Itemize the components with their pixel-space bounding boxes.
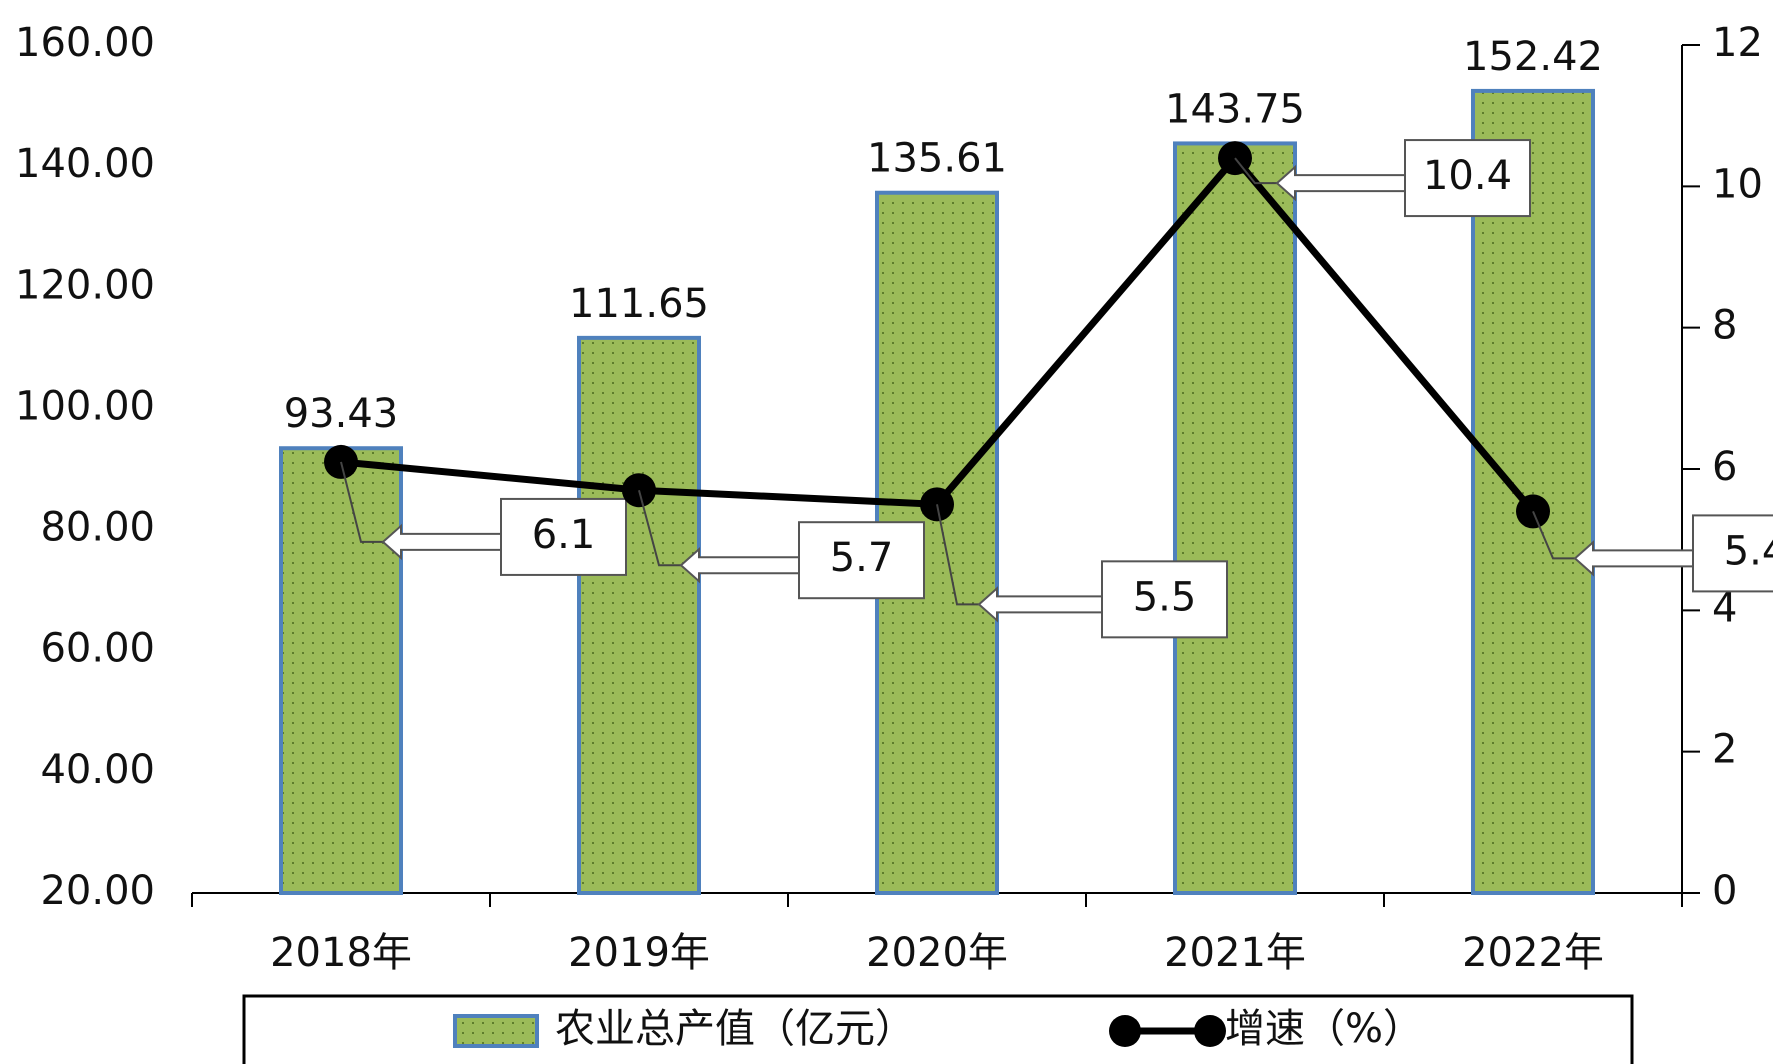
bar-value-label: 135.61 xyxy=(867,136,1007,182)
bar-value-label: 111.65 xyxy=(569,281,709,327)
legend-marker xyxy=(1194,1015,1226,1047)
y-tick-label: 60.00 xyxy=(40,626,155,672)
y2-tick-label: 6 xyxy=(1712,444,1737,490)
callout-arrow xyxy=(1573,540,1694,577)
callout-arrow xyxy=(977,586,1103,623)
line-value-label: 6.1 xyxy=(532,512,596,558)
y2-tick-label: 10 xyxy=(1712,161,1763,207)
callout-box xyxy=(1404,139,1531,218)
bar xyxy=(1173,141,1297,895)
callout-leader xyxy=(1234,157,1285,185)
callout-leader xyxy=(638,489,689,567)
bar xyxy=(279,446,403,895)
line-value-label: 10.4 xyxy=(1423,153,1512,199)
callout-leader xyxy=(340,461,391,543)
callout-box xyxy=(1692,514,1773,593)
callout-box xyxy=(798,521,925,600)
y-tick-label: 140.00 xyxy=(15,141,155,187)
callout-arrow xyxy=(381,523,502,561)
bar xyxy=(577,335,701,895)
bar xyxy=(875,190,999,896)
y-tick-label: 120.00 xyxy=(15,262,155,308)
line-value-label: 5.7 xyxy=(830,535,894,581)
y2-tick-label: 0 xyxy=(1712,868,1737,914)
line-value-label: 5.4 xyxy=(1724,528,1773,574)
x-tick-label: 2018年 xyxy=(270,930,412,976)
bar-value-label: 143.75 xyxy=(1165,86,1305,132)
y2-tick-label: 2 xyxy=(1712,727,1737,773)
y-tick-label: 40.00 xyxy=(40,747,155,793)
y-tick-label: 80.00 xyxy=(40,505,155,551)
legend-box xyxy=(242,994,1634,1064)
bar-value-label: 93.43 xyxy=(284,391,399,437)
line-value-label: 5.5 xyxy=(1133,574,1197,620)
legend-label: 增速（%） xyxy=(1225,1006,1423,1052)
callout-leader xyxy=(1532,511,1583,560)
x-tick-label: 2021年 xyxy=(1164,930,1306,976)
bar-value-label: 152.42 xyxy=(1463,34,1603,80)
y2-tick-label: 8 xyxy=(1712,303,1737,349)
legend-marker xyxy=(1109,1015,1141,1047)
y-tick-label: 20.00 xyxy=(40,868,155,914)
y2-tick-label: 12 xyxy=(1712,20,1763,66)
callout-arrow xyxy=(679,546,800,584)
legend-swatch xyxy=(453,1014,539,1048)
y2-tick-label: 4 xyxy=(1712,585,1737,631)
legend-label: 农业总产值（亿元） xyxy=(555,1006,915,1052)
y-tick-label: 160.00 xyxy=(15,20,155,66)
callout-box xyxy=(500,497,627,576)
x-tick-label: 2020年 xyxy=(866,930,1008,976)
callout-box xyxy=(1101,560,1228,639)
callout-leader xyxy=(936,504,987,606)
y-tick-label: 100.00 xyxy=(15,383,155,429)
x-tick-label: 2019年 xyxy=(568,930,710,976)
x-tick-label: 2022年 xyxy=(1462,930,1604,976)
bar xyxy=(1471,88,1595,895)
